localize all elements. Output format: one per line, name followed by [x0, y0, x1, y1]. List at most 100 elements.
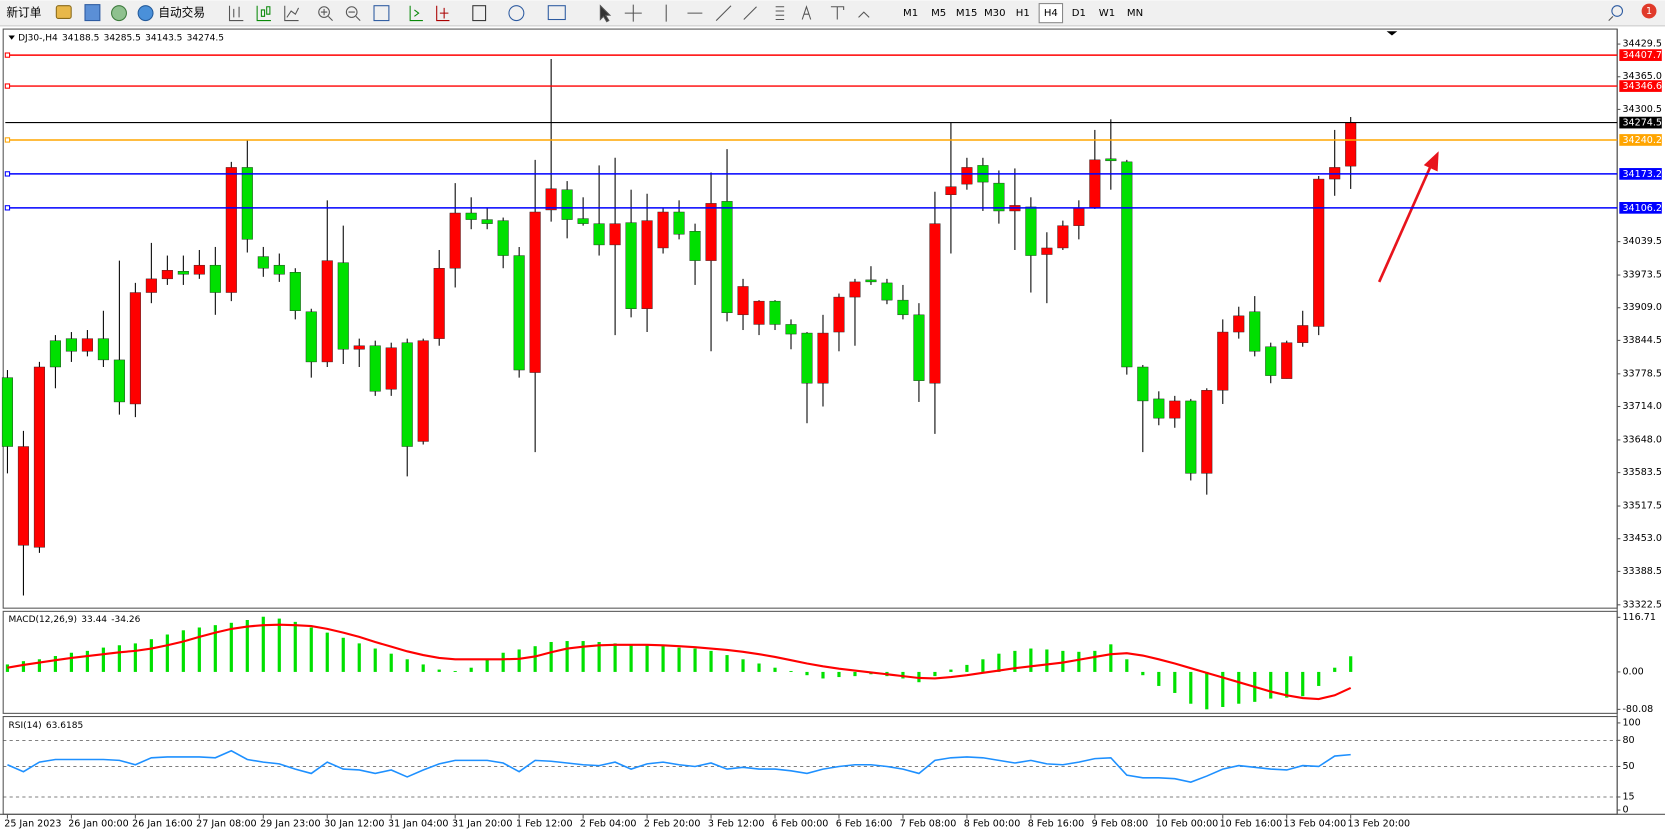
- x-tick-label: 27 Jan 08:00: [196, 818, 256, 829]
- candle-body: [1217, 331, 1229, 391]
- timeframe-button[interactable]: W1: [1099, 8, 1115, 19]
- macd-bar: [805, 671, 809, 676]
- icon[interactable]: [665, 4, 785, 22]
- macd-bar: [949, 669, 953, 672]
- y-tick-label: 0.00: [1622, 666, 1643, 677]
- y-tick-label: 33322.5: [1622, 599, 1661, 610]
- macd-bar: [565, 641, 569, 672]
- macd-bar: [1013, 650, 1017, 672]
- candle-body: [1137, 366, 1149, 402]
- icon[interactable]: [256, 5, 271, 22]
- candle-body: [129, 292, 141, 405]
- symbol: DJ30-,H4: [18, 33, 58, 43]
- candle-body: [721, 201, 733, 314]
- candle-body: [1345, 122, 1357, 167]
- indicator-value: 33.44: [81, 614, 107, 624]
- icon[interactable]: [84, 4, 101, 22]
- macd-bar: [1333, 667, 1337, 672]
- candle-body: [225, 167, 237, 293]
- icon[interactable]: [436, 5, 450, 22]
- timeframe-button[interactable]: M30: [984, 8, 1006, 19]
- macd-bar: [661, 645, 665, 672]
- icon[interactable]: [55, 5, 72, 19]
- macd-bar: [741, 659, 745, 672]
- icon[interactable]: [345, 6, 358, 18]
- candle-body: [737, 286, 749, 316]
- candle-body: [1153, 398, 1165, 419]
- macd-bar: [1141, 671, 1145, 676]
- candle-body: [513, 255, 525, 371]
- candle-body: [193, 264, 205, 275]
- icon[interactable]: [801, 5, 870, 20]
- line-anchor: [4, 83, 11, 89]
- candle-body: [865, 279, 877, 283]
- timeframe-button[interactable]: M5: [931, 8, 946, 19]
- timeframe-button[interactable]: M1: [903, 8, 918, 19]
- icon[interactable]: [1608, 15, 1614, 21]
- x-tick-label: 13 Feb 20:00: [1348, 818, 1411, 829]
- macd-bar: [293, 621, 297, 672]
- new-order-button[interactable]: 新订单: [6, 6, 41, 20]
- candle-body: [1025, 206, 1037, 256]
- y-tick-label: 0: [1622, 805, 1628, 816]
- candle-body: [689, 231, 701, 261]
- price-label-box: [1619, 134, 1662, 146]
- icon[interactable]: [409, 5, 423, 22]
- timeframe-button[interactable]: H4: [1044, 8, 1058, 19]
- macd-bar: [1301, 671, 1305, 697]
- auto-trading-icon[interactable]: [137, 5, 154, 22]
- x-tick-label: 31 Jan 04:00: [388, 818, 448, 829]
- candle-body: [545, 188, 557, 211]
- price-label: 34346.6: [1622, 81, 1661, 92]
- candle-body: [753, 300, 765, 325]
- icon[interactable]: [284, 5, 300, 22]
- macd-bar: [837, 671, 841, 678]
- auto-trading-button[interactable]: 自动交易: [158, 6, 205, 20]
- macd-bar: [965, 664, 969, 672]
- timeframe-active[interactable]: [1038, 3, 1064, 24]
- notification-badge[interactable]: [1641, 3, 1657, 19]
- icon[interactable]: [111, 5, 127, 22]
- macd-bar: [309, 627, 313, 672]
- timeframe-button[interactable]: MN: [1127, 8, 1143, 19]
- macd-bar: [325, 632, 329, 672]
- x-tick-label: 8 Feb 16:00: [1028, 818, 1085, 829]
- macd-bar: [1157, 671, 1161, 686]
- x-tick-label: 25 Jan 2023: [4, 818, 61, 829]
- candle-body: [705, 203, 717, 261]
- icon[interactable]: [318, 6, 330, 18]
- candle-body: [1089, 159, 1101, 209]
- notification-count[interactable]: 1: [1646, 6, 1652, 17]
- macd-bar: [709, 650, 713, 672]
- macd-bar: [533, 646, 537, 672]
- icon[interactable]: [320, 8, 333, 21]
- macd-bar: [421, 664, 425, 672]
- candle-body: [81, 338, 93, 352]
- candle-body: [289, 272, 301, 311]
- icon[interactable]: [348, 11, 361, 21]
- icon[interactable]: [599, 4, 612, 23]
- candle-body: [465, 212, 477, 220]
- search-icon[interactable]: [1611, 5, 1624, 17]
- icon[interactable]: [472, 5, 487, 22]
- icon[interactable]: [624, 4, 642, 22]
- timeframe-button[interactable]: H1: [1016, 8, 1030, 19]
- icon[interactable]: [228, 5, 244, 22]
- icon[interactable]: [547, 5, 566, 21]
- macd-bar: [261, 616, 265, 672]
- icon[interactable]: [373, 5, 390, 22]
- y-tick-label: 34365.0: [1622, 71, 1661, 82]
- candle-body: [833, 296, 845, 333]
- candle-body: [1265, 346, 1277, 376]
- macd-bar: [1269, 671, 1273, 699]
- macd-bar: [1061, 650, 1065, 672]
- shift-marker: [1386, 31, 1398, 36]
- candle-body: [561, 189, 573, 220]
- timeframe-button[interactable]: D1: [1072, 8, 1086, 19]
- timeframe-button[interactable]: M15: [956, 8, 978, 19]
- price-label: 34407.7: [1622, 50, 1661, 61]
- icon[interactable]: [508, 5, 525, 22]
- macd-bar: [101, 647, 105, 672]
- y-tick-label: 33778.5: [1622, 368, 1661, 379]
- candle-body: [273, 264, 285, 275]
